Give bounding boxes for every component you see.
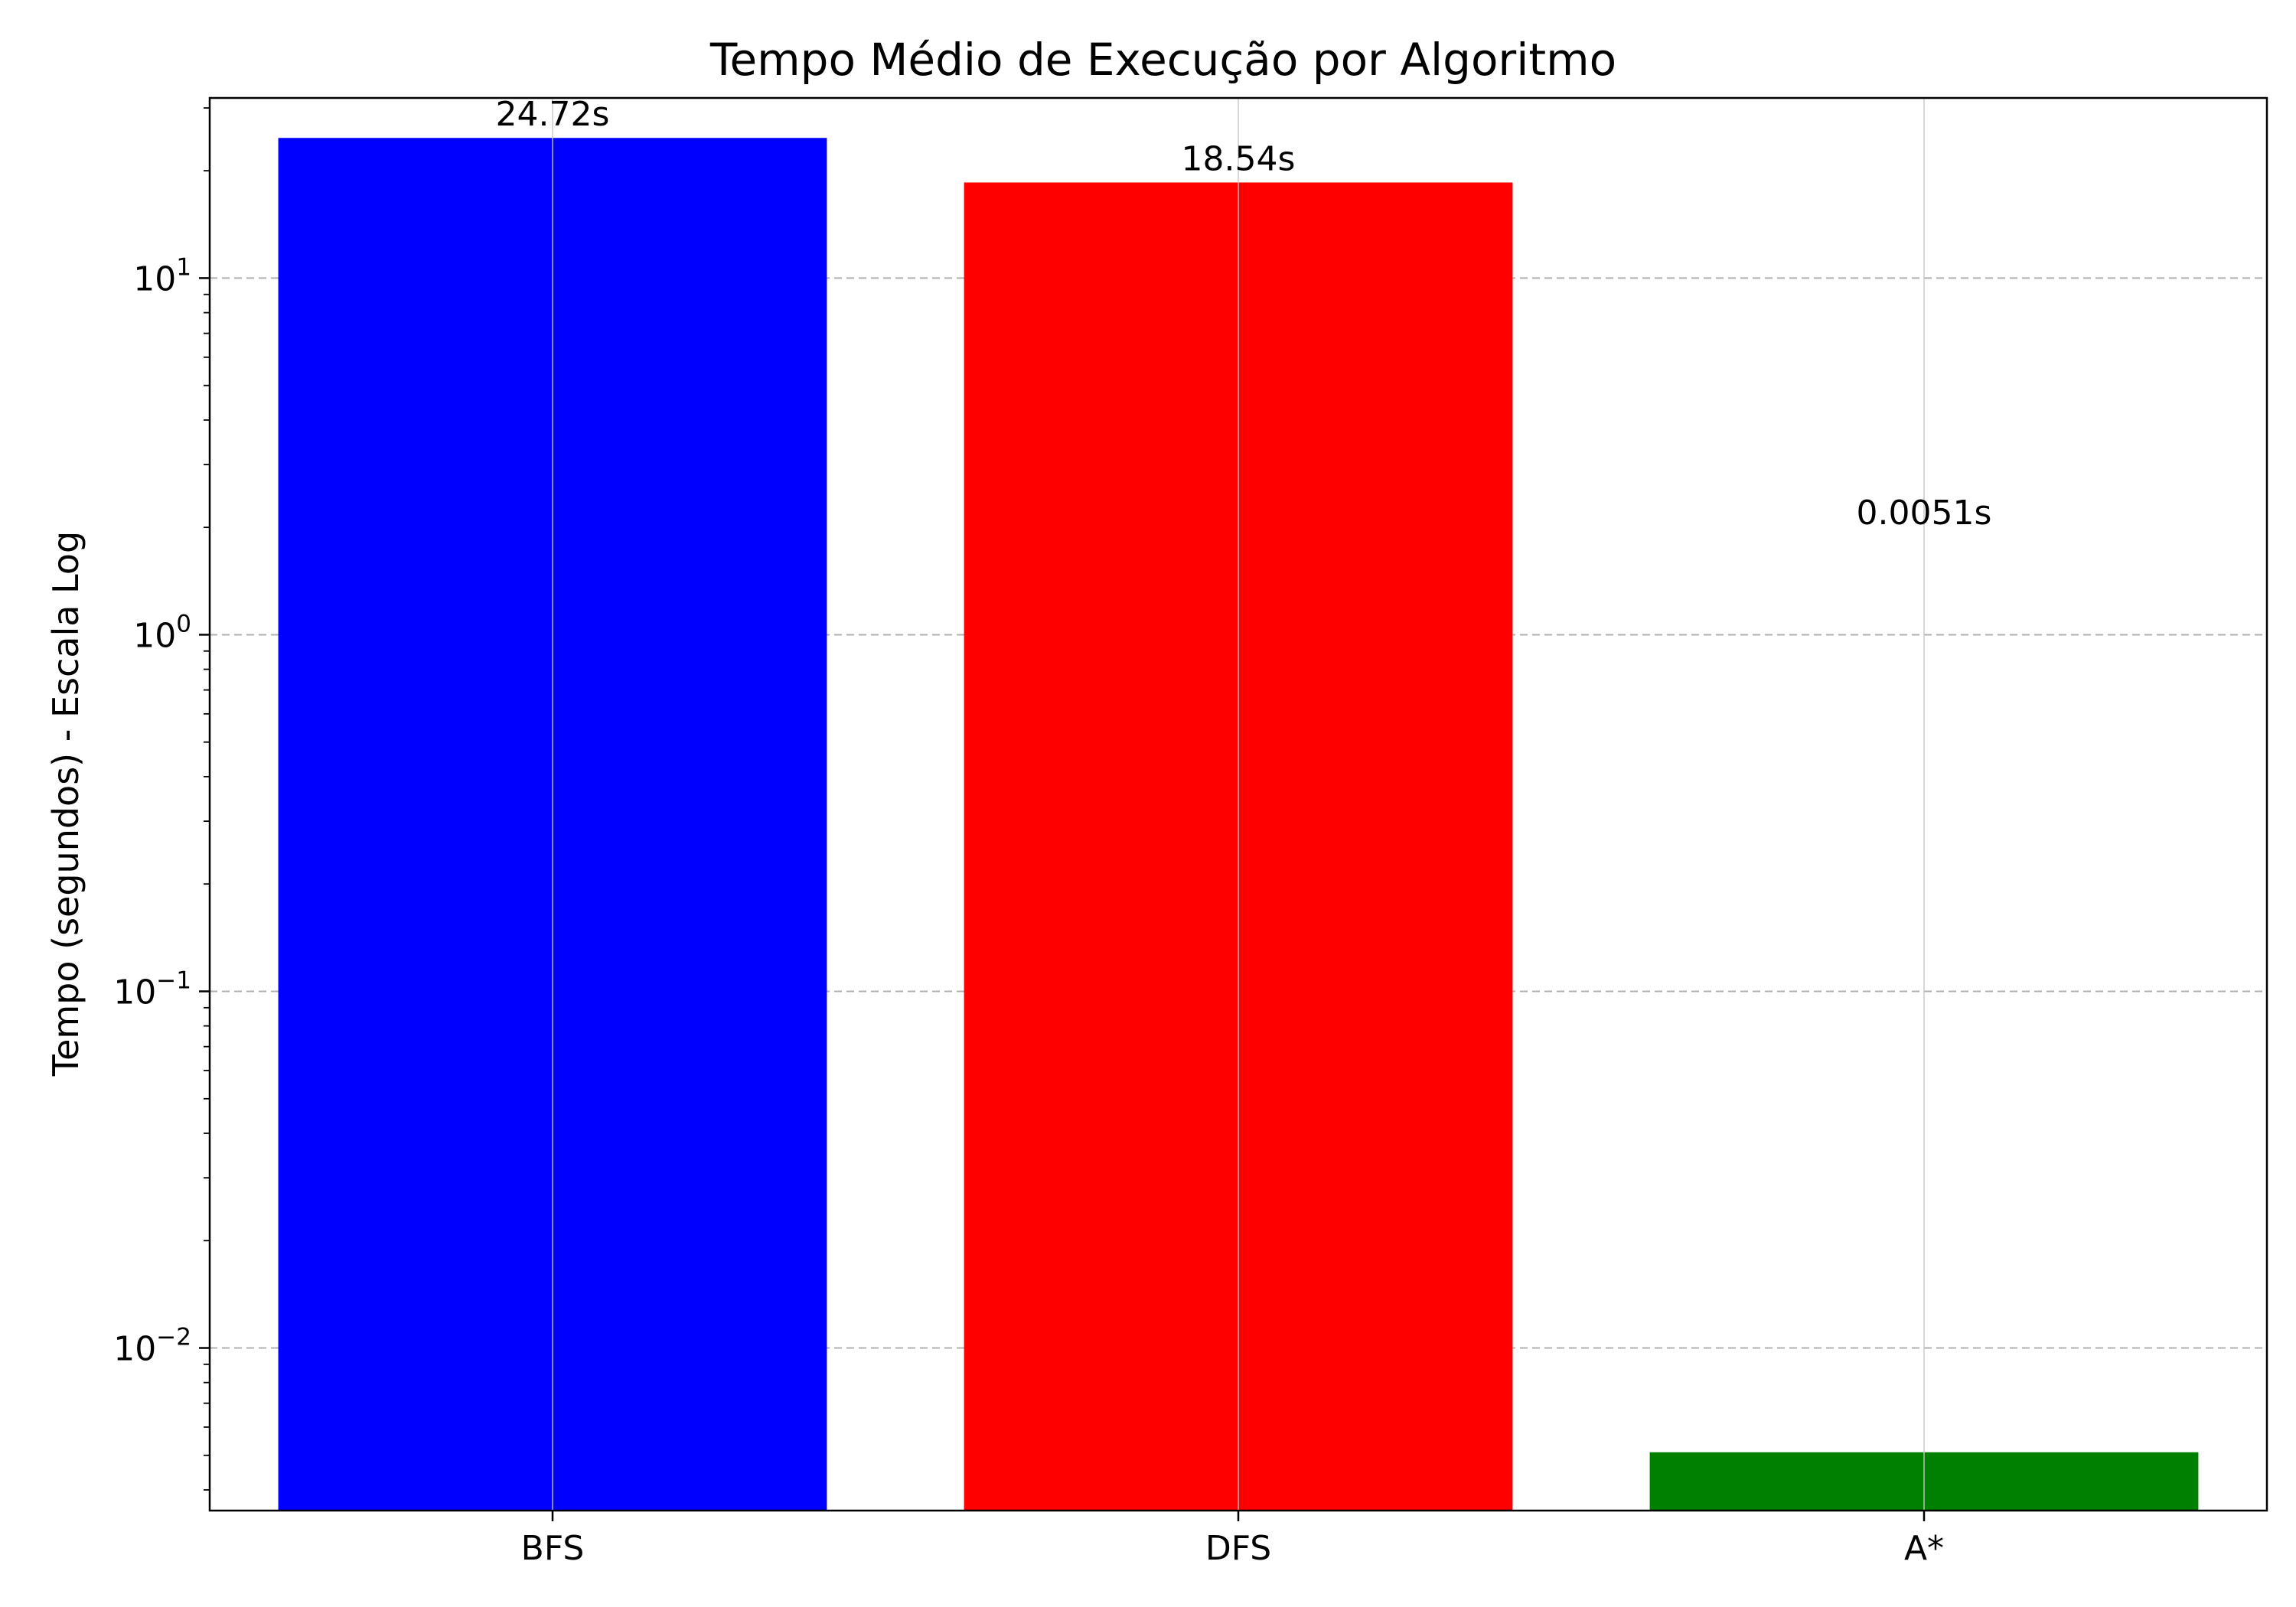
x-tick-label: A* — [1904, 1529, 1944, 1568]
y-tick-label: 10−2 — [113, 1324, 191, 1369]
y-axis-label: Tempo (segundos) - Escala Log — [45, 531, 86, 1077]
x-tick-label: BFS — [521, 1529, 585, 1568]
y-tick-label: 10−1 — [113, 966, 191, 1012]
data-label: 24.72s — [496, 95, 610, 134]
y-tick-label: 100 — [133, 610, 191, 655]
axis-ticks: 101 100 10−1 10−2 BFS DFS A* — [113, 107, 1944, 1568]
y-tick-label: 101 — [133, 253, 191, 298]
x-tick-label: DFS — [1205, 1529, 1271, 1568]
data-labels: 24.72s 18.54s 0.0051s — [496, 95, 1992, 533]
chart-title: Tempo Médio de Execução por Algoritmo — [709, 34, 1616, 86]
data-label: 18.54s — [1182, 139, 1296, 178]
data-label: 0.0051s — [1857, 494, 1992, 533]
